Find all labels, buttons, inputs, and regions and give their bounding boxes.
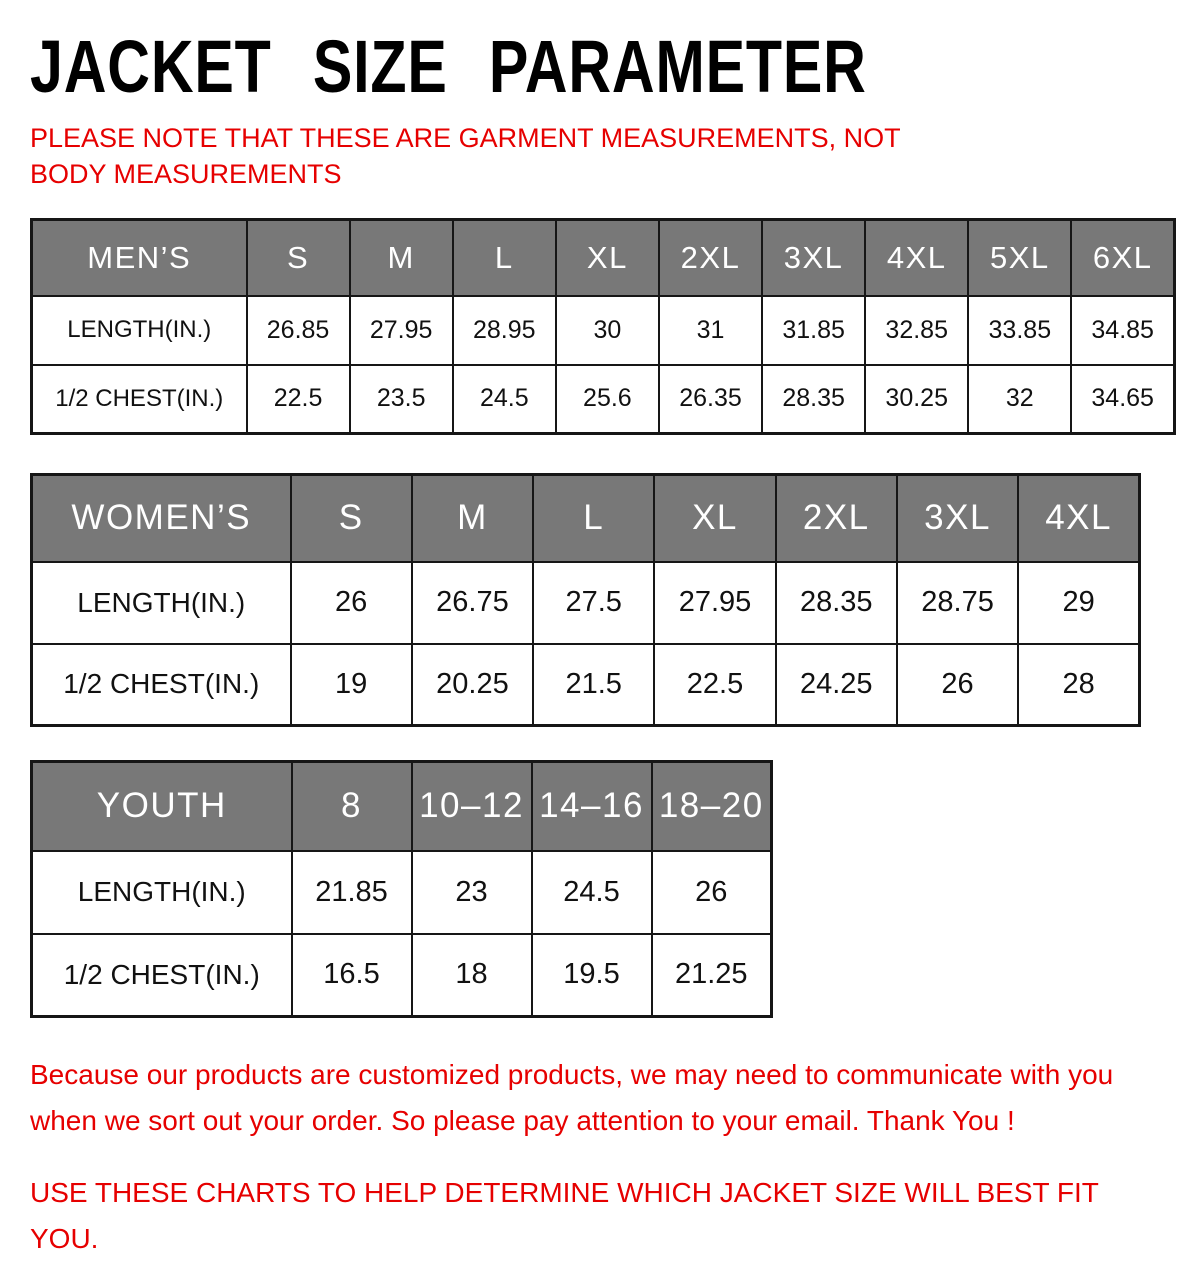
mens-size-value-cell: 30.25 bbox=[864, 363, 970, 435]
mens-size-value-cell: 28.95 bbox=[451, 294, 557, 366]
page-title-text: JACKET SIZE PARAMETER bbox=[30, 25, 867, 108]
youth-header-row: YOUTH 8 10–12 14–16 18–20 bbox=[30, 760, 773, 852]
mens-size-column-header: L bbox=[451, 218, 557, 297]
page-title: JACKET SIZE PARAMETER bbox=[30, 26, 1170, 104]
mens-size-value-cell: 23.5 bbox=[348, 363, 454, 435]
mens-size-value-cell: 24.5 bbox=[451, 363, 557, 435]
size-tables-container: MEN’S S M L XL 2XL 3XL 4XL 5XL 6XL LENGTH(IN.) 26.8… bbox=[30, 218, 1176, 1018]
womens-size-table: WOMEN’S S M L XL 2XL 3XL 4XL LENGTH(IN.) 26 26.75 2… bbox=[30, 473, 1141, 727]
customization-contact-note: Because our products are customized prod… bbox=[30, 1059, 1114, 1136]
youth-measurement-row: 1/2 CHEST(IN.) 16.5 18 19.5 21.25 bbox=[30, 932, 773, 1018]
mens-size-value-cell: 34.85 bbox=[1070, 294, 1176, 366]
youth-size-value-cell: 21.25 bbox=[650, 932, 773, 1018]
youth-row-label: 1/2 CHEST(IN.) bbox=[30, 932, 293, 1018]
womens-size-value-cell: 22.5 bbox=[653, 642, 777, 727]
youth-size-value-cell: 26 bbox=[650, 849, 773, 935]
youth-size-value-cell: 24.5 bbox=[530, 849, 653, 935]
mens-size-column-header: M bbox=[348, 218, 454, 297]
womens-size-column-header: XL bbox=[653, 473, 777, 563]
mens-size-table: MEN’S S M L XL 2XL 3XL 4XL 5XL 6XL LENGTH(IN.) 26.8… bbox=[30, 218, 1176, 435]
mens-size-value-cell: 33.85 bbox=[967, 294, 1073, 366]
fit-guidance-note: USE THESE CHARTS TO HELP DETERMINE WHICH… bbox=[30, 1177, 1099, 1254]
womens-table-title: WOMEN’S bbox=[30, 473, 292, 563]
youth-table-title: YOUTH bbox=[30, 760, 293, 852]
womens-size-value-cell: 24.25 bbox=[774, 642, 898, 727]
mens-size-column-header: 4XL bbox=[864, 218, 970, 297]
womens-size-value-cell: 28.35 bbox=[774, 560, 898, 645]
womens-size-column-header: 4XL bbox=[1017, 473, 1141, 563]
womens-row-label: 1/2 CHEST(IN.) bbox=[30, 642, 292, 727]
womens-size-value-cell: 28.75 bbox=[895, 560, 1020, 645]
youth-size-table: YOUTH 8 10–12 14–16 18–20 LENGTH(IN.) 21.85 23 2… bbox=[30, 760, 773, 1018]
womens-size-value-cell: 28 bbox=[1017, 642, 1141, 727]
garment-measurement-note: PLEASE NOTE THAT THESE ARE GARMENT MEASU… bbox=[30, 123, 901, 189]
youth-size-column-header: 10–12 bbox=[410, 760, 533, 852]
mens-row-label: 1/2 CHEST(IN.) bbox=[30, 363, 248, 435]
youth-size-value-cell: 18 bbox=[410, 932, 533, 1018]
youth-size-value-cell: 19.5 bbox=[530, 932, 653, 1018]
jacket-size-chart-page: JACKET SIZE PARAMETER PLEASE NOTE THAT T… bbox=[30, 26, 1176, 1254]
mens-size-value-cell: 30 bbox=[554, 294, 660, 366]
mens-size-value-cell: 25.6 bbox=[554, 363, 660, 435]
womens-size-value-cell: 27.5 bbox=[532, 560, 656, 645]
youth-measurement-row: LENGTH(IN.) 21.85 23 24.5 26 bbox=[30, 849, 773, 935]
mens-size-column-header: 3XL bbox=[761, 218, 867, 297]
womens-size-value-cell: 19 bbox=[289, 642, 413, 727]
youth-size-column-header: 18–20 bbox=[650, 760, 773, 852]
womens-measurement-row: 1/2 CHEST(IN.) 19 20.25 21.5 22.5 24.25 26 28 bbox=[30, 642, 1141, 727]
womens-size-value-cell: 26.75 bbox=[410, 560, 535, 645]
youth-size-value-cell: 16.5 bbox=[290, 932, 413, 1018]
mens-row-label: LENGTH(IN.) bbox=[30, 294, 248, 366]
youth-row-label: LENGTH(IN.) bbox=[30, 849, 293, 935]
womens-measurement-row: LENGTH(IN.) 26 26.75 27.5 27.95 28.35 28.75 29 bbox=[30, 560, 1141, 645]
mens-header-row: MEN’S S M L XL 2XL 3XL 4XL 5XL 6XL bbox=[30, 218, 1176, 297]
womens-size-column-header: M bbox=[410, 473, 535, 563]
mens-size-value-cell: 27.95 bbox=[348, 294, 454, 366]
mens-size-value-cell: 22.5 bbox=[245, 363, 351, 435]
womens-size-value-cell: 26 bbox=[289, 560, 413, 645]
mens-size-column-header: 5XL bbox=[967, 218, 1073, 297]
mens-size-value-cell: 31.85 bbox=[761, 294, 867, 366]
mens-measurement-row: LENGTH(IN.) 26.85 27.95 28.95 30 31 31.85 32.85… bbox=[30, 294, 1176, 366]
youth-size-column-header: 8 bbox=[290, 760, 413, 852]
womens-size-column-header: S bbox=[289, 473, 413, 563]
womens-size-value-cell: 26 bbox=[895, 642, 1020, 727]
womens-size-value-cell: 21.5 bbox=[532, 642, 656, 727]
mens-size-value-cell: 26.85 bbox=[245, 294, 351, 366]
youth-size-column-header: 14–16 bbox=[530, 760, 653, 852]
mens-size-value-cell: 31 bbox=[657, 294, 764, 366]
mens-size-column-header: XL bbox=[554, 218, 660, 297]
youth-size-value-cell: 21.85 bbox=[290, 849, 413, 935]
womens-size-value-cell: 27.95 bbox=[653, 560, 777, 645]
mens-size-value-cell: 32.85 bbox=[864, 294, 970, 366]
mens-measurement-row: 1/2 CHEST(IN.) 22.5 23.5 24.5 25.6 26.35 28.35… bbox=[30, 363, 1176, 435]
womens-size-column-header: 3XL bbox=[895, 473, 1020, 563]
womens-row-label: LENGTH(IN.) bbox=[30, 560, 292, 645]
womens-size-value-cell: 29 bbox=[1017, 560, 1141, 645]
mens-size-value-cell: 28.35 bbox=[761, 363, 867, 435]
mens-size-value-cell: 34.65 bbox=[1070, 363, 1176, 435]
womens-size-column-header: 2XL bbox=[774, 473, 898, 563]
womens-size-value-cell: 20.25 bbox=[410, 642, 535, 727]
mens-size-value-cell: 32 bbox=[967, 363, 1073, 435]
youth-size-value-cell: 23 bbox=[410, 849, 533, 935]
mens-table-title: MEN’S bbox=[30, 218, 248, 297]
mens-size-column-header: 6XL bbox=[1070, 218, 1176, 297]
womens-header-row: WOMEN’S S M L XL 2XL 3XL 4XL bbox=[30, 473, 1141, 563]
mens-size-column-header: S bbox=[245, 218, 351, 297]
mens-size-value-cell: 26.35 bbox=[657, 363, 764, 435]
womens-size-column-header: L bbox=[532, 473, 656, 563]
mens-size-column-header: 2XL bbox=[657, 218, 764, 297]
